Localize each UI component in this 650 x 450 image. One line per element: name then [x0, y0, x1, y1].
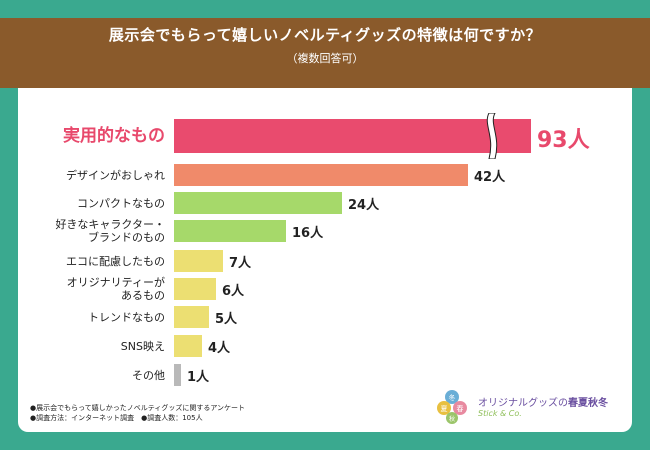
bar: [174, 364, 181, 386]
value-label: 1人: [187, 370, 210, 385]
axis-break-mark: [486, 113, 498, 159]
value-label: 16人: [292, 226, 324, 241]
survey-note: ●調査方法：インターネット調査 ●調査人数：105人: [30, 414, 203, 423]
logo-badge-circle: [446, 412, 458, 424]
value-label: 93人: [537, 128, 590, 153]
value-label: 5人: [215, 312, 238, 327]
bar: [174, 192, 342, 214]
bar: [174, 306, 209, 328]
category-label: コンパクトなもの: [77, 196, 165, 210]
title-banner: [0, 18, 650, 88]
value-label: 6人: [222, 284, 245, 299]
logo-badge-circle: [453, 401, 467, 415]
logo-badge-circle: [437, 401, 451, 415]
logo-text-mid: の: [558, 398, 568, 409]
logo-subtext: Stick & Co.: [478, 409, 522, 418]
logo-text-seasons: 春夏秋冬: [568, 398, 608, 409]
category-label: デザインがおしゃれ: [66, 168, 165, 182]
category-label: その他: [132, 368, 165, 382]
logo-badge-circle: [445, 390, 459, 404]
value-label: 24人: [348, 198, 380, 213]
logo-text-prefix: オリジナルグッズ: [478, 398, 558, 409]
logo-badge-char: 秋: [449, 415, 455, 423]
survey-notes: ●展示会でもらって嬉しかったノベルティグッズに関するアンケート ●調査方法：イン…: [30, 403, 245, 423]
value-label: 42人: [474, 170, 506, 185]
brand-logo: 冬 夏 春 秋: [437, 390, 467, 424]
category-label: トレンドなもの: [88, 310, 165, 324]
survey-note: ●展示会でもらって嬉しかったノベルティグッズに関するアンケート: [30, 404, 246, 412]
logo-badge-char: 夏: [441, 405, 448, 413]
category-label: オリジナリティーが あるもの: [66, 276, 165, 303]
category-label: エコに配慮したもの: [66, 254, 165, 268]
bar: [174, 119, 531, 153]
bar: [174, 250, 223, 272]
bar: [174, 220, 286, 242]
category-label: 好きなキャラクター・ ブランドのもの: [55, 218, 165, 245]
value-label: 4人: [208, 341, 231, 356]
category-label: SNS映え: [120, 339, 165, 353]
bar: [174, 164, 468, 186]
logo-badge-char: 冬: [449, 393, 456, 402]
category-label: 実用的なもの: [63, 126, 165, 146]
logo-badge-char: 春: [457, 404, 464, 413]
logo-text: オリジナルグッズの春夏秋冬: [478, 394, 608, 409]
bar: [174, 278, 216, 300]
chart-subtitle: （複数回答可）: [286, 52, 364, 65]
chart-title: 展示会でもらって嬉しいノベルティグッズの特徴は何ですか？: [108, 26, 542, 44]
bar: [174, 335, 202, 357]
value-label: 7人: [229, 256, 252, 271]
